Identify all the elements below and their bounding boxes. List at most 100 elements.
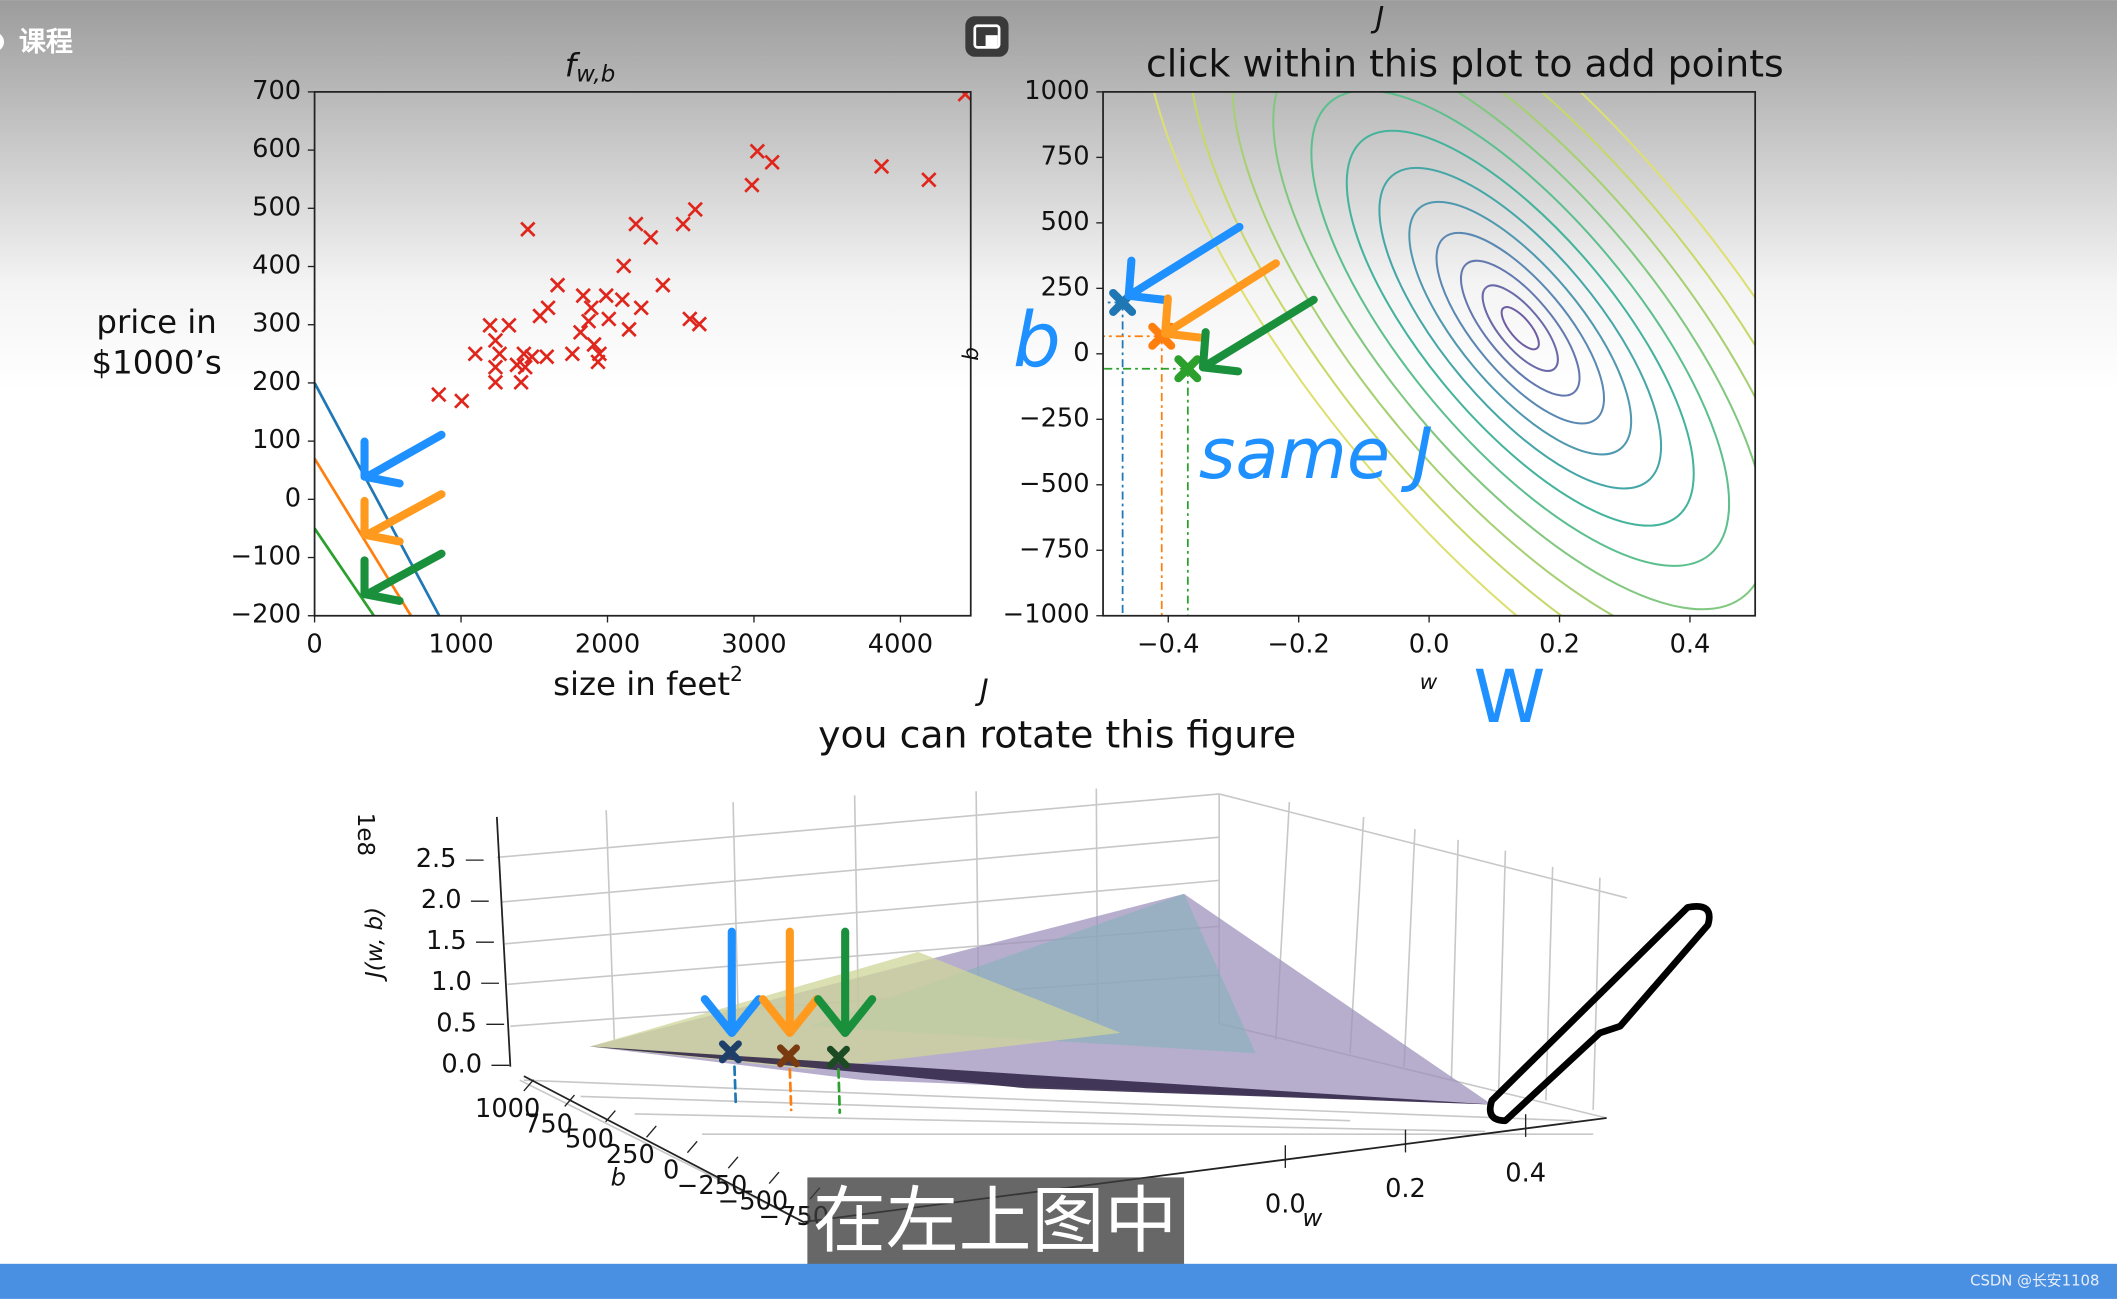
y-tick-label: 1000 (1024, 76, 1089, 106)
x-axis-label: w (1302, 1203, 1322, 1232)
tick-label: 1.5 (426, 926, 467, 956)
pen-drawing (1486, 903, 1713, 1125)
x-tick-label: 0.0 (1409, 629, 1450, 659)
data-point (616, 258, 632, 274)
handwritten-note: W (1473, 655, 1545, 740)
contour-line (1435, 231, 1605, 425)
title-sub: w,b (576, 61, 615, 87)
3d-point-markers (718, 1040, 850, 1114)
data-point (601, 311, 617, 327)
tick-label: 2.0 (421, 885, 462, 915)
annotation-arrows (360, 430, 446, 605)
data-point (921, 172, 937, 188)
guide-line (1103, 335, 1163, 616)
data-point (549, 277, 566, 293)
tick-mark (523, 1079, 535, 1092)
y-tick-label: −200 (231, 600, 301, 630)
tick-label: 0 (663, 1156, 679, 1186)
guide-line (1103, 367, 1189, 616)
x-tick-label: 4000 (868, 629, 933, 659)
data-point (691, 316, 708, 332)
y-tick-label: 600 (252, 134, 301, 164)
y-tick-label: 0 (1073, 338, 1089, 368)
model-line (314, 527, 376, 616)
y-tick-label: 250 (1041, 272, 1090, 302)
exit-fullscreen-icon[interactable] (965, 16, 1009, 57)
data-point (590, 354, 606, 370)
data-point (540, 300, 556, 316)
y-tick-label: 700 (252, 76, 301, 106)
data-point (687, 201, 703, 218)
tick-label: 500 (565, 1125, 614, 1155)
tick-mark (686, 1140, 698, 1154)
data-point (873, 158, 890, 175)
data-point (744, 177, 760, 193)
tick-label: 2.5 (416, 844, 457, 874)
data-point (454, 393, 470, 409)
y-axis-label: b (611, 1163, 626, 1192)
subtitle-box (807, 1177, 1185, 1272)
x-tick-label: 1000 (428, 629, 493, 659)
contour-line (1408, 200, 1633, 456)
data-point (482, 317, 498, 334)
data-point (621, 321, 637, 338)
tick-mark (768, 1171, 780, 1185)
y-tick-label: 400 (252, 251, 301, 281)
y-axis-label: price in (96, 303, 216, 341)
data-point (487, 374, 504, 391)
contour-line (1459, 259, 1581, 397)
data-point (487, 332, 504, 349)
contour-line (1378, 166, 1663, 490)
progress-bar[interactable] (0, 1263, 2117, 1299)
data-point (580, 313, 597, 329)
tick-label: 0.5 (436, 1008, 477, 1038)
axes-frame (313, 91, 972, 617)
data-point (524, 349, 540, 365)
data-point (572, 324, 589, 340)
3d-axes (495, 816, 512, 1067)
z-axis-label: J(w, b) (362, 907, 388, 982)
y-tick-label: 750 (1041, 141, 1090, 171)
data-point (633, 300, 649, 316)
data-point (517, 359, 533, 375)
x-tick-label: 0 (306, 629, 322, 659)
tick-mark (605, 1110, 616, 1123)
tab-label[interactable]: 课程 (19, 27, 73, 58)
x-axis-label: size in feet2 (553, 662, 743, 703)
3d-axes (523, 1075, 1607, 1223)
y-tick-label: −100 (231, 542, 301, 572)
y-tick-label: 500 (252, 192, 301, 222)
offset-label: 1e8 (352, 813, 378, 856)
chart-title: you can rotate this figure (818, 713, 1296, 757)
tab-dot (0, 34, 5, 50)
data-point (586, 336, 602, 353)
tick-label: −250 (677, 1171, 747, 1201)
watermark: CSDN @长安1108 (1970, 1271, 2099, 1289)
data-point (564, 346, 581, 362)
x-tick-label: 3000 (721, 629, 786, 659)
chart-title: click within this plot to add points (1146, 42, 1784, 86)
contour-line (1345, 129, 1695, 527)
data-point (467, 346, 483, 362)
data-point (431, 386, 447, 403)
data-point (764, 154, 780, 171)
data-point (643, 229, 659, 246)
tick-label: 1000 (475, 1094, 540, 1124)
tick-label: 0.4 (1505, 1159, 1546, 1189)
contour-line (1500, 306, 1540, 351)
data-point (491, 346, 508, 362)
tick-label: 250 (606, 1140, 655, 1170)
data-point (655, 277, 671, 293)
data-point (628, 216, 644, 232)
contour-line (1310, 91, 1731, 567)
x-tick-label: 0.2 (1539, 629, 1580, 659)
tick-label: 1.0 (431, 967, 472, 997)
tick-mark (564, 1094, 575, 1107)
tick-label: 0.2 (1385, 1174, 1426, 1204)
contour-line (1187, 91, 1756, 616)
data-point (520, 221, 536, 237)
data-point (675, 216, 691, 232)
y-tick-label: −500 (1019, 469, 1089, 499)
annotation-arrows (700, 927, 877, 1037)
